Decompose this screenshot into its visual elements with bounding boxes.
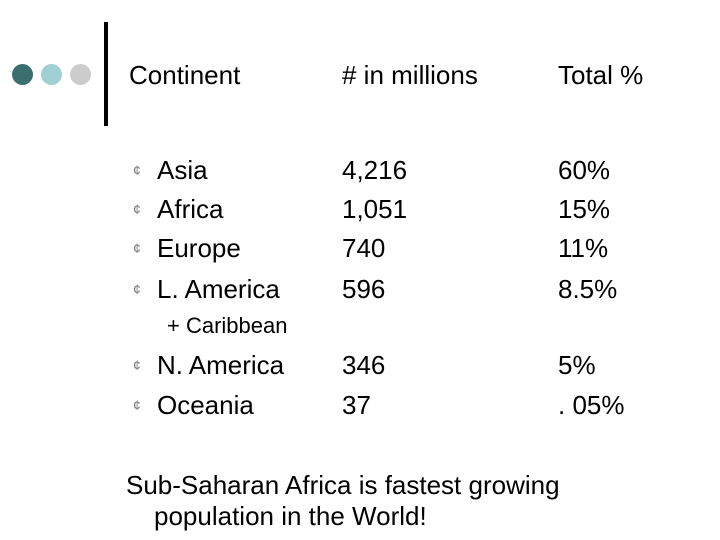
decorative-dots <box>12 64 91 85</box>
header-count: # in millions <box>342 60 478 90</box>
bullet-icon: ¢ <box>133 397 141 413</box>
row-continent: Asia <box>157 155 208 185</box>
row-percent: 60% <box>558 155 611 185</box>
bullet-icon: ¢ <box>133 281 141 297</box>
row-count: 37 <box>342 390 371 420</box>
row-count: 4,216 <box>342 155 408 185</box>
bullet-icon: ¢ <box>133 162 141 178</box>
row-percent: . 05% <box>558 390 625 420</box>
row-continent: Africa <box>157 194 224 224</box>
row-count: 1,051 <box>342 194 408 224</box>
row-continent: N. America <box>157 350 285 380</box>
footer-note: Sub-Saharan Africa is fastest growing po… <box>126 470 706 532</box>
bullet-icon: ¢ <box>133 201 141 217</box>
footer-line-1: Sub-Saharan Africa is fastest growing <box>126 470 560 500</box>
row-continent: Oceania <box>157 390 254 420</box>
row-percent: 15% <box>558 194 611 224</box>
row-count: 596 <box>342 274 386 304</box>
vertical-divider <box>104 22 108 126</box>
row-continent: L. America <box>157 274 280 304</box>
header-percent: Total % <box>558 60 644 90</box>
bullet-icon: ¢ <box>133 240 141 256</box>
row-count: 346 <box>342 350 386 380</box>
row-continent: Europe <box>157 233 241 263</box>
row-percent: 5% <box>558 350 596 380</box>
dot-gray <box>70 64 91 85</box>
row-percent: 8.5% <box>558 274 618 304</box>
sub-item-caribbean: + Caribbean <box>167 313 288 338</box>
row-percent: 11% <box>558 233 609 263</box>
dot-light-blue <box>41 64 62 85</box>
row-count: 740 <box>342 233 386 263</box>
header-continent: Continent <box>129 60 241 90</box>
footer-line-2: population in the World! <box>154 501 427 531</box>
bullet-icon: ¢ <box>133 357 141 373</box>
dot-teal <box>12 64 33 85</box>
